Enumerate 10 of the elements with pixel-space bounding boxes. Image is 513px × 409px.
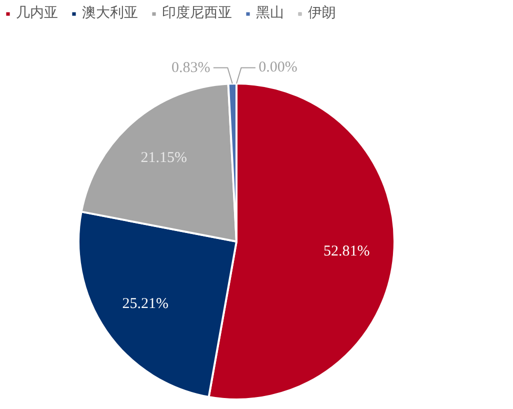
legend-label: 澳大利亚 <box>82 4 138 22</box>
data-label: 52.81% <box>324 243 370 260</box>
legend-label: 印度尼西亚 <box>162 4 232 22</box>
text: 0.00% <box>258 60 298 76</box>
legend-label: 伊朗 <box>308 4 336 22</box>
data-label: 0.83% <box>172 60 210 76</box>
data-label: 25.21% <box>122 296 168 312</box>
legend-label: 黑山 <box>256 4 284 22</box>
data-label: 21.15% <box>140 150 187 166</box>
legend-label: 几内亚 <box>16 4 58 22</box>
